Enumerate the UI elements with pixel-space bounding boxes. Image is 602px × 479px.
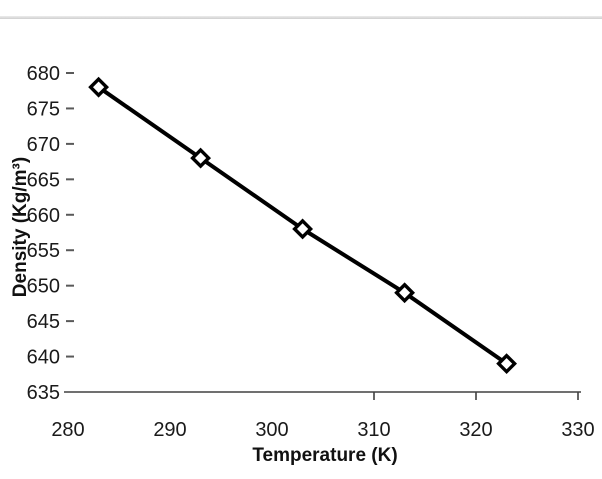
y-tick-label: 680 [27,63,60,85]
data-point-marker [496,353,518,375]
x-tick-label: 330 [561,419,594,441]
x-axis-title: Temperature (K) [252,445,397,466]
data-point-marker [394,282,416,304]
y-tick-label: 660 [27,205,60,227]
data-point-marker [88,76,110,98]
data-point-marker [190,147,212,169]
x-tick-label: 300 [255,419,288,441]
y-tick-label: 635 [27,382,60,404]
x-tick-label: 290 [153,419,186,441]
y-tick-label: 640 [27,347,60,369]
data-point-marker [292,218,314,240]
x-tick-label: 320 [459,419,492,441]
x-tick-label: 280 [51,419,84,441]
y-tick-label: 665 [27,169,60,191]
y-tick-label: 670 [27,134,60,156]
data-point-markers [88,76,518,375]
y-axis-ticks: 635 640 645 650 655 660 665 670 675 680 [27,63,74,404]
y-axis-title: Density (Kg/m³) [10,157,31,297]
y-tick-label: 655 [27,240,60,262]
x-axis-ticks: 280 290 300 310 320 330 [51,392,595,441]
y-tick-label: 675 [27,98,60,120]
y-tick-label: 650 [27,276,60,298]
top-border-line [0,16,602,19]
y-tick-label: 645 [27,311,60,333]
x-tick-label: 310 [357,419,390,441]
